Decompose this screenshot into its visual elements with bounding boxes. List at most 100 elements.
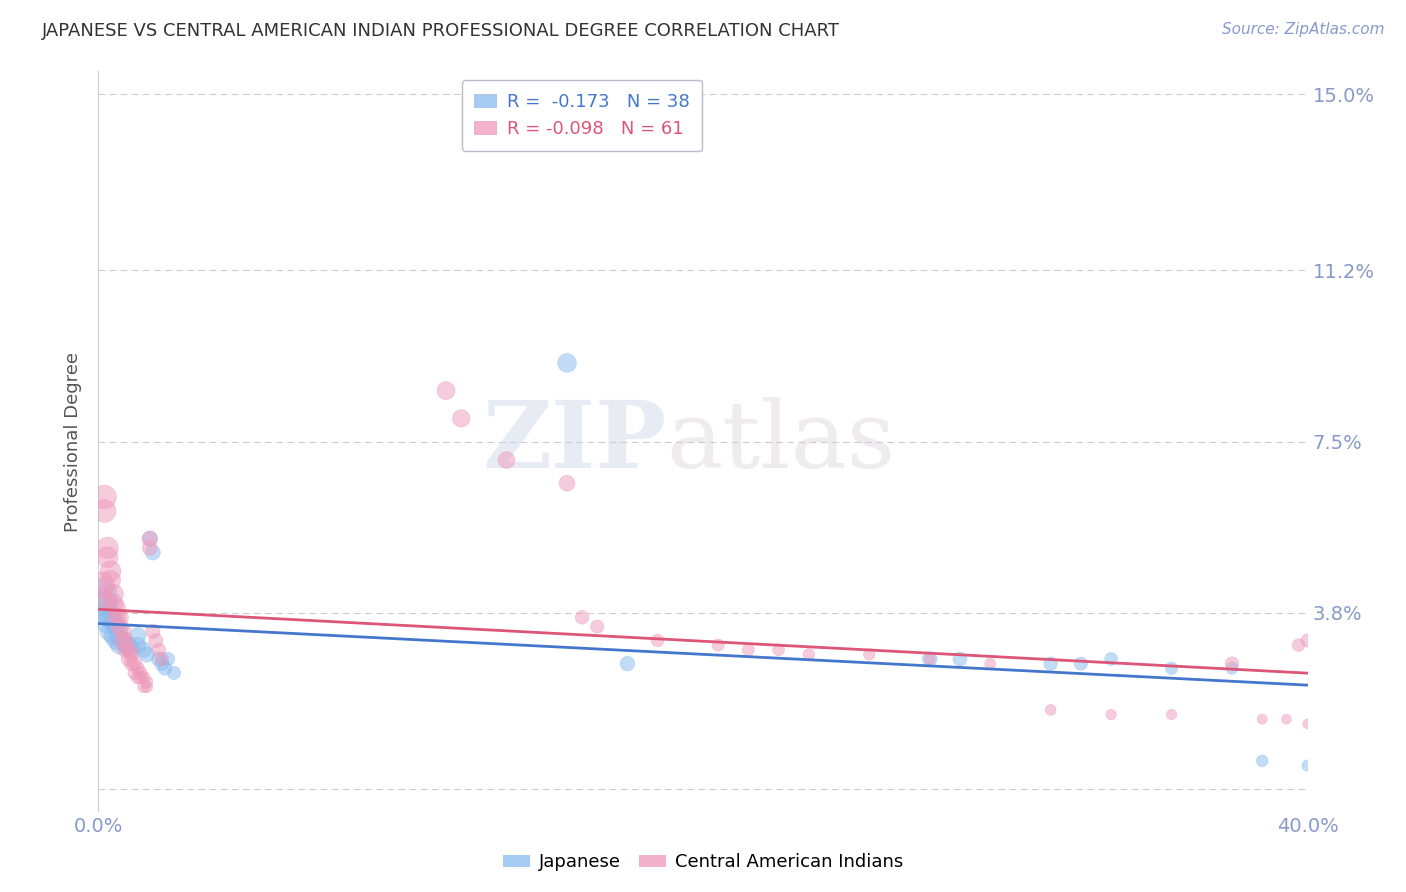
- Point: [105, 619, 128, 633]
- Point: [111, 633, 134, 648]
- Point: [150, 652, 173, 666]
- Point: [114, 642, 136, 657]
- Point: [555, 356, 578, 370]
- Point: [96, 606, 118, 620]
- Point: [118, 638, 141, 652]
- Text: ZIP: ZIP: [482, 397, 666, 486]
- Point: [129, 665, 152, 680]
- Point: [647, 633, 669, 648]
- Point: [148, 642, 170, 657]
- Point: [142, 624, 165, 639]
- Point: [108, 629, 131, 643]
- Point: [707, 638, 730, 652]
- Point: [163, 665, 186, 680]
- Point: [111, 624, 134, 639]
- Point: [571, 610, 593, 624]
- Point: [555, 476, 578, 491]
- Point: [586, 619, 609, 633]
- Point: [949, 652, 972, 666]
- Point: [1070, 657, 1092, 671]
- Point: [96, 615, 118, 629]
- Point: [108, 619, 131, 633]
- Point: [139, 532, 162, 546]
- Point: [114, 638, 136, 652]
- Point: [105, 610, 128, 624]
- Point: [1296, 758, 1319, 772]
- Point: [127, 661, 149, 675]
- Point: [148, 652, 170, 666]
- Point: [114, 633, 136, 648]
- Point: [132, 671, 155, 685]
- Text: JAPANESE VS CENTRAL AMERICAN INDIAN PROFESSIONAL DEGREE CORRELATION CHART: JAPANESE VS CENTRAL AMERICAN INDIAN PROF…: [42, 22, 841, 40]
- Point: [132, 642, 155, 657]
- Point: [105, 633, 128, 648]
- Point: [918, 652, 941, 666]
- Point: [737, 642, 759, 657]
- Point: [1296, 633, 1319, 648]
- Point: [495, 453, 517, 467]
- Point: [139, 541, 162, 555]
- Point: [135, 680, 157, 694]
- Point: [1039, 657, 1062, 671]
- Point: [90, 578, 112, 592]
- Point: [127, 629, 149, 643]
- Point: [768, 642, 790, 657]
- Point: [1099, 652, 1122, 666]
- Point: [108, 610, 131, 624]
- Point: [142, 546, 165, 560]
- Point: [90, 591, 112, 606]
- Point: [103, 615, 125, 629]
- Point: [797, 648, 820, 662]
- Point: [979, 657, 1001, 671]
- Point: [100, 574, 122, 588]
- Point: [858, 648, 880, 662]
- Point: [1251, 754, 1274, 768]
- Point: [918, 652, 941, 666]
- Point: [139, 532, 162, 546]
- Point: [1275, 712, 1298, 726]
- Text: Source: ZipAtlas.com: Source: ZipAtlas.com: [1222, 22, 1385, 37]
- Point: [434, 384, 457, 398]
- Point: [118, 642, 141, 657]
- Legend: R =  -0.173   N = 38, R = -0.098   N = 61: R = -0.173 N = 38, R = -0.098 N = 61: [461, 80, 703, 151]
- Point: [93, 597, 115, 611]
- Point: [450, 411, 472, 425]
- Point: [127, 638, 149, 652]
- Point: [1039, 703, 1062, 717]
- Point: [124, 665, 146, 680]
- Point: [127, 671, 149, 685]
- Point: [1296, 716, 1319, 731]
- Point: [93, 490, 115, 504]
- Point: [96, 550, 118, 565]
- Legend: Japanese, Central American Indians: Japanese, Central American Indians: [495, 847, 911, 879]
- Point: [111, 633, 134, 648]
- Point: [145, 633, 167, 648]
- Point: [103, 597, 125, 611]
- Point: [121, 648, 143, 662]
- Point: [121, 657, 143, 671]
- Point: [1099, 707, 1122, 722]
- Point: [108, 638, 131, 652]
- Point: [121, 642, 143, 657]
- Point: [103, 629, 125, 643]
- Text: atlas: atlas: [666, 397, 896, 486]
- Point: [90, 587, 112, 601]
- Point: [1220, 661, 1243, 675]
- Point: [1251, 712, 1274, 726]
- Point: [153, 661, 176, 675]
- Point: [96, 541, 118, 555]
- Point: [100, 610, 122, 624]
- Point: [1288, 638, 1310, 652]
- Point: [100, 624, 122, 639]
- Point: [118, 652, 141, 666]
- Point: [1220, 657, 1243, 671]
- Point: [616, 657, 638, 671]
- Point: [124, 657, 146, 671]
- Point: [100, 564, 122, 578]
- Point: [132, 680, 155, 694]
- Y-axis label: Professional Degree: Professional Degree: [65, 351, 83, 532]
- Point: [103, 587, 125, 601]
- Point: [129, 671, 152, 685]
- Point: [93, 504, 115, 518]
- Point: [1160, 661, 1182, 675]
